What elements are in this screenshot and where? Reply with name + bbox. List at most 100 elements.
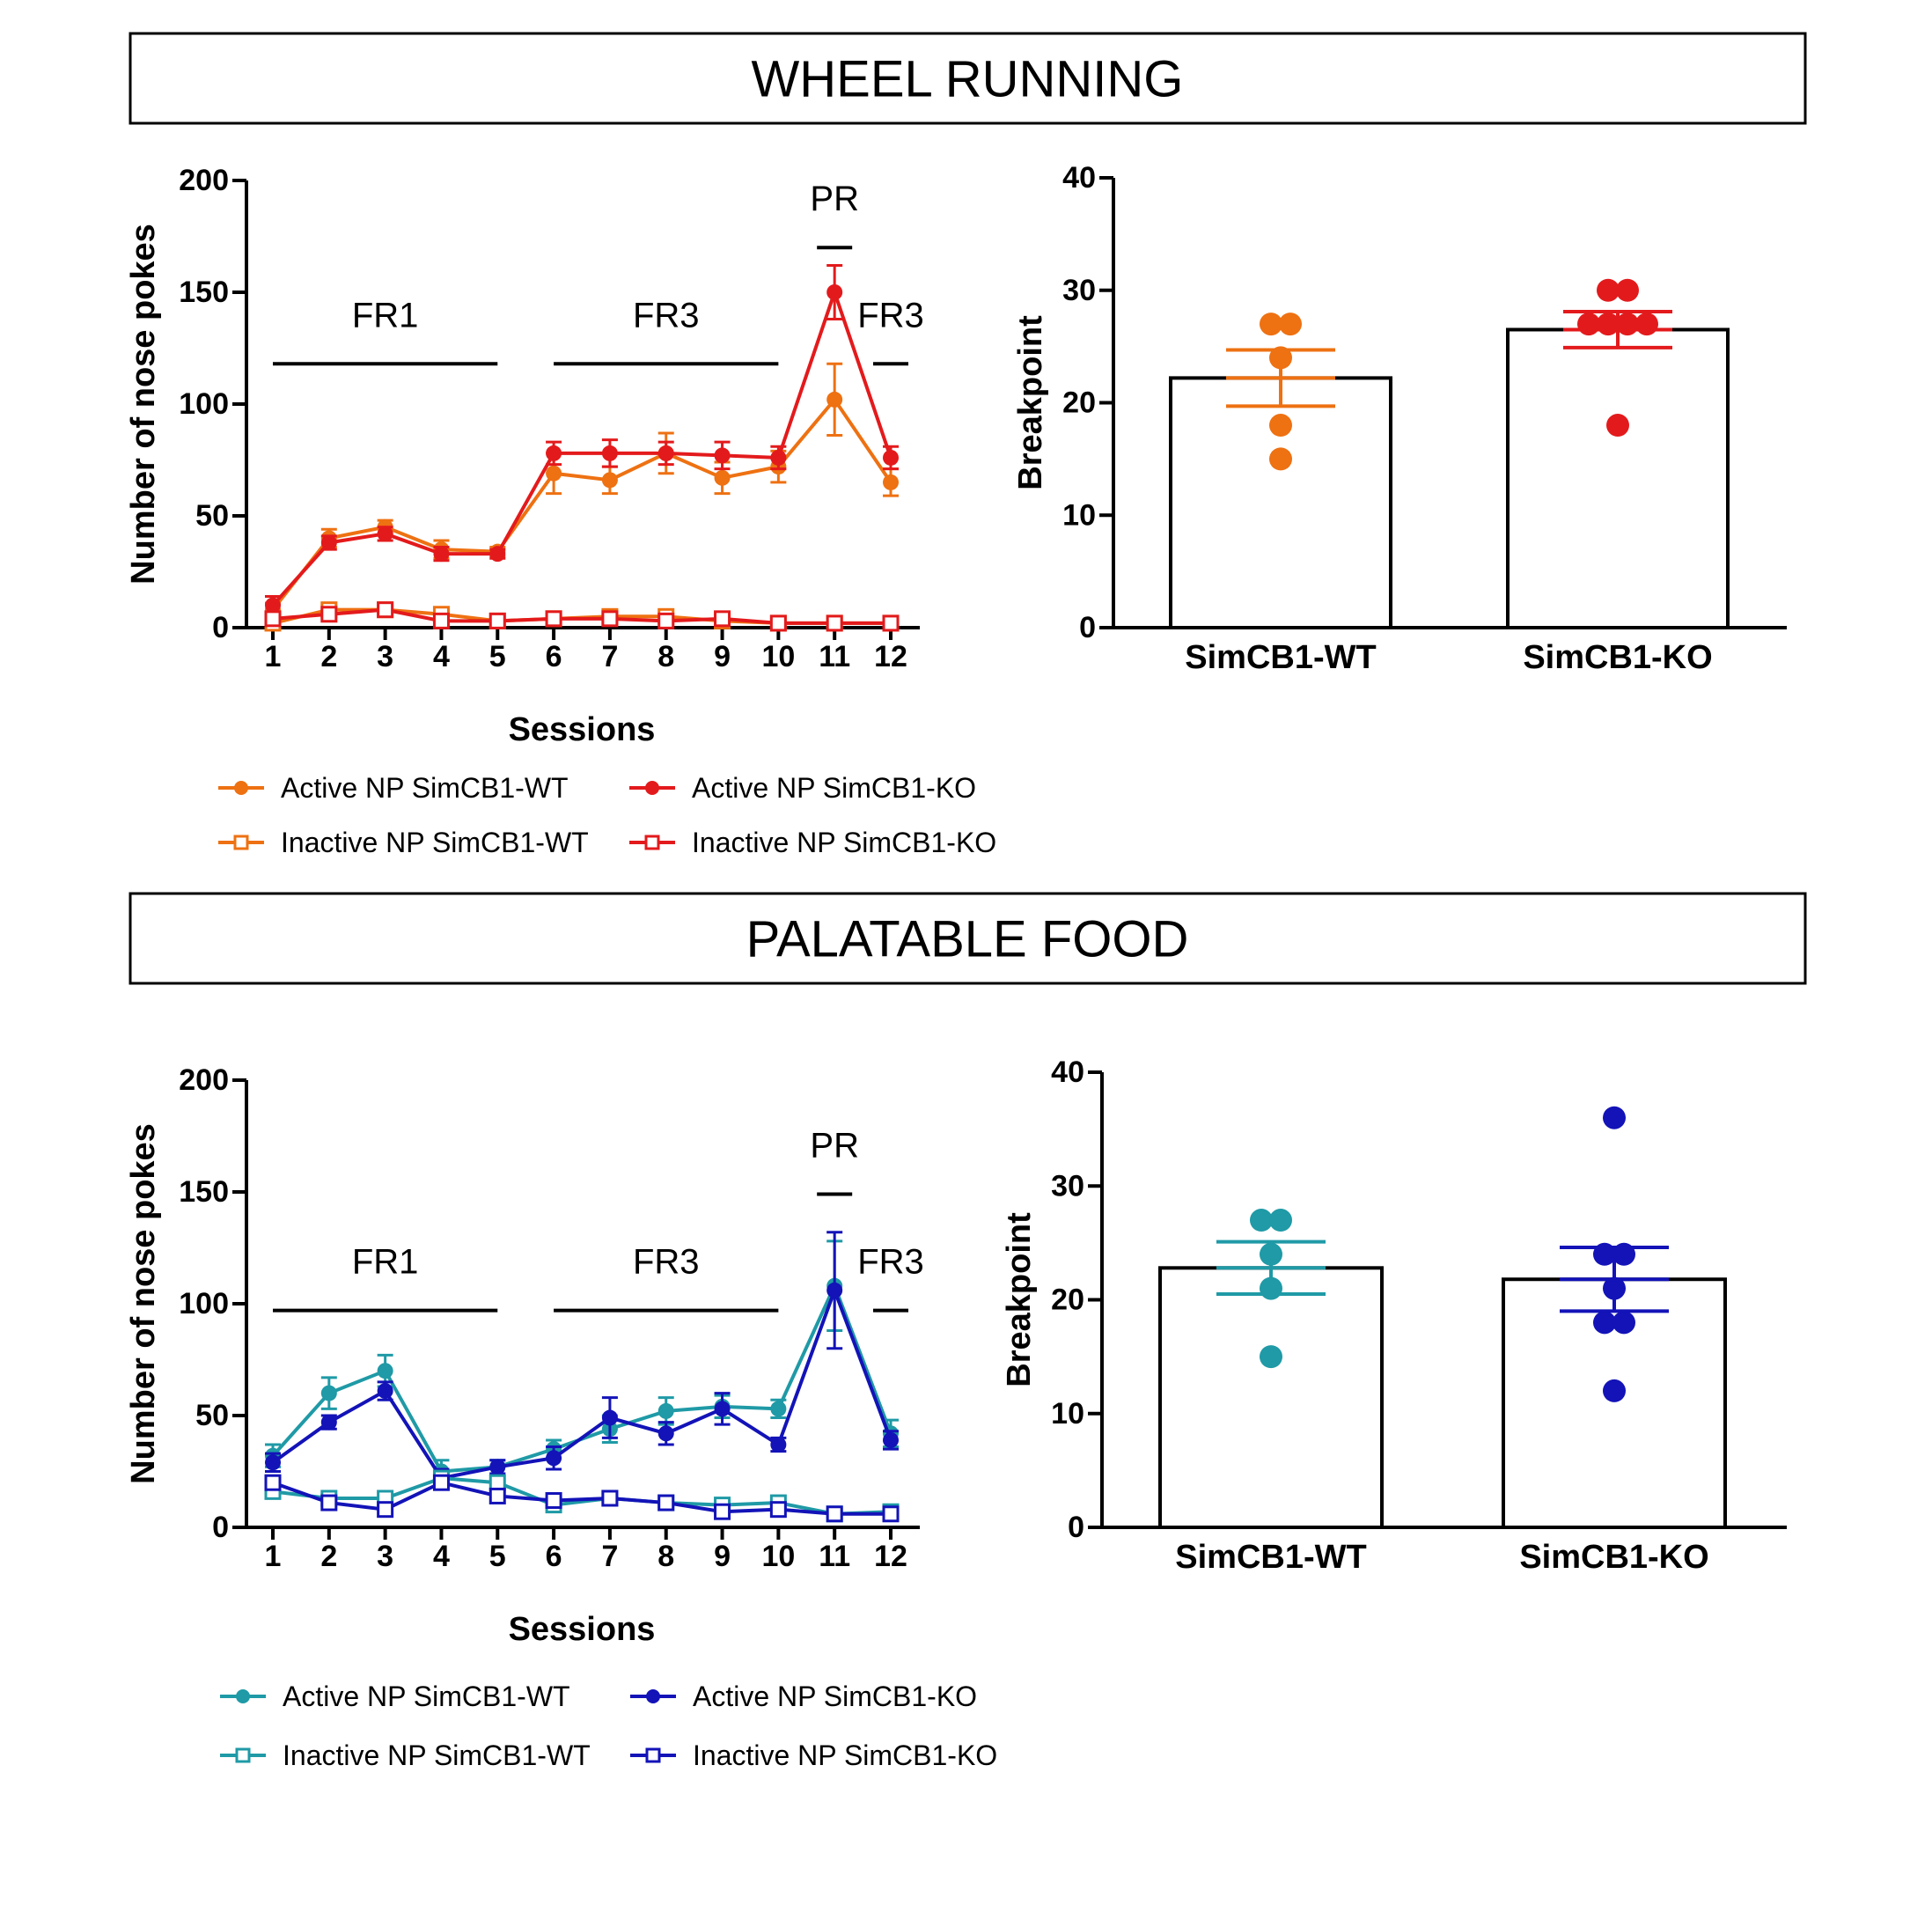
data-point (545, 1492, 562, 1510)
x-tick-label: 7 (601, 640, 618, 673)
palatable-food-title: PALATABLE FOOD (746, 911, 1189, 968)
y-axis-label: Number of nose pokes (125, 1123, 162, 1484)
legend-item: Inactive NP SimCB1-WT (218, 827, 589, 858)
y-tick-label: 0 (212, 611, 229, 644)
data-point (826, 284, 843, 300)
data-point (714, 1401, 731, 1417)
phase-label: FR3 (633, 1243, 700, 1282)
data-point (1269, 447, 1292, 471)
data-point (714, 447, 731, 464)
legend-marker (234, 781, 248, 795)
y-tick-label: 200 (179, 164, 229, 197)
data-point (432, 1474, 450, 1491)
data-point (1260, 1345, 1282, 1369)
data-point (770, 1401, 787, 1417)
data-point (769, 1501, 787, 1519)
data-point (489, 1474, 506, 1491)
data-point (264, 610, 282, 628)
legend-marker (646, 1689, 660, 1703)
x-tick-label: 8 (657, 1540, 674, 1573)
palatable-food-title-box: PALATABLE FOOD (129, 892, 1807, 985)
y-tick-label: 10 (1051, 1397, 1084, 1431)
y-tick-label: 20 (1062, 386, 1096, 420)
data-point (545, 610, 562, 628)
data-point (657, 445, 674, 461)
data-point (320, 1414, 337, 1431)
bar (1506, 327, 1730, 629)
y-tick-label: 40 (1051, 1055, 1084, 1089)
phase-label: FR3 (857, 296, 924, 335)
x-tick-label: 1 (265, 1540, 282, 1573)
y-axis-label: Breakpoint (1001, 1212, 1038, 1387)
x-tick-label: 3 (377, 640, 393, 673)
data-point (320, 1494, 338, 1511)
x-tick-label: 6 (546, 1540, 562, 1573)
legend-item: Inactive NP SimCB1-KO (629, 827, 996, 858)
legend-label: Active NP SimCB1-WT (281, 772, 569, 804)
y-tick-label: 0 (1079, 611, 1096, 644)
data-point (377, 1501, 394, 1519)
x-tick-label: 9 (714, 640, 731, 673)
x-tick-label: 4 (433, 1540, 450, 1573)
y-tick-label: 0 (212, 1511, 229, 1544)
data-point (320, 606, 338, 623)
data-point (882, 1505, 900, 1523)
legend-label: Inactive NP SimCB1-KO (693, 1740, 997, 1771)
data-point (1612, 1311, 1635, 1335)
y-tick-label: 150 (179, 1175, 229, 1209)
data-point (265, 597, 281, 614)
data-point (769, 614, 787, 632)
data-point (320, 1385, 337, 1401)
legend-label: Inactive NP SimCB1-WT (281, 827, 589, 858)
data-point (1250, 1209, 1273, 1232)
legend-marker (235, 1747, 251, 1763)
legend-marker (644, 835, 660, 850)
data-point (546, 1450, 562, 1467)
data-point (883, 449, 899, 466)
x-tick-label: 12 (874, 1540, 907, 1573)
x-tick-label: 1 (265, 640, 282, 673)
x-tick-label: 5 (489, 1540, 506, 1573)
legend-item: Inactive NP SimCB1-WT (220, 1740, 591, 1771)
x-tick-label: 6 (546, 640, 562, 673)
series-line (271, 396, 893, 611)
legend-label: Active NP SimCB1-WT (283, 1681, 570, 1712)
series-3 (264, 1474, 900, 1523)
wheel-running-title-box: WHEEL RUNNING (129, 32, 1807, 125)
legend-label: Active NP SimCB1-KO (693, 1681, 977, 1712)
data-point (714, 610, 731, 628)
x-tick-label: 8 (657, 640, 674, 673)
y-tick-label: 20 (1051, 1283, 1084, 1317)
data-point (1603, 1106, 1626, 1129)
series-1 (265, 264, 899, 616)
series-line (271, 1284, 893, 1481)
data-point (1597, 278, 1620, 302)
series-line (272, 1481, 891, 1516)
data-point (377, 526, 393, 542)
y-tick-label: 50 (195, 499, 229, 533)
palatable-food-breakpoint-chart: 0 10 20 30 40 Breakpoint SimCB1-WT SimCB1-KO (1001, 1055, 1787, 1576)
data-point (432, 612, 450, 629)
data-point (1603, 1379, 1626, 1402)
wheel-running-breakpoint-chart: 0 10 20 30 40 Breakpoint SimCB1-WT SimCB1-KO (1012, 161, 1787, 676)
category-label: SimCB1-KO (1523, 639, 1712, 676)
data-point (433, 546, 450, 563)
data-point (1606, 414, 1629, 438)
x-tick-label: 3 (377, 1540, 393, 1573)
data-point (1269, 414, 1292, 438)
data-point (601, 472, 618, 489)
x-tick-label: 9 (714, 1540, 731, 1573)
series-2 (264, 1469, 900, 1523)
legend-label: Inactive NP SimCB1-KO (692, 827, 996, 858)
phase-label: FR3 (633, 296, 700, 335)
data-point (883, 474, 899, 490)
data-point (1616, 278, 1639, 302)
x-tick-label: 4 (433, 640, 450, 673)
legend-item: Active NP SimCB1-KO (630, 1681, 977, 1712)
category-label: SimCB1-WT (1185, 639, 1376, 676)
legend-item: Active NP SimCB1-KO (629, 772, 976, 804)
x-axis-label: Sessions (509, 1611, 656, 1648)
